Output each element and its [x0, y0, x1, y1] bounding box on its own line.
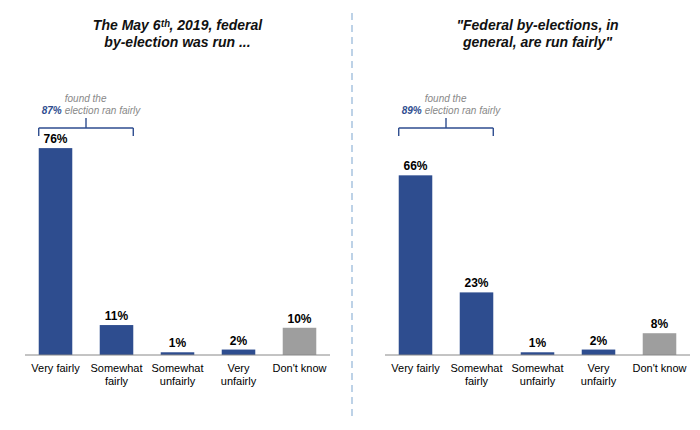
- panel: "Federal by-elections, ingeneral, are ru…: [385, 17, 690, 387]
- bracket-tick: [85, 118, 86, 128]
- bar: [582, 350, 616, 355]
- text-line: found the: [425, 93, 467, 104]
- value-label: 66%: [403, 159, 427, 173]
- text-line: Don't know: [632, 362, 686, 374]
- bar: [460, 292, 494, 355]
- x-axis: [385, 355, 690, 356]
- text-line: general, are run fairly": [462, 34, 612, 50]
- value-label: 2%: [590, 334, 608, 348]
- annotation: 87%: [42, 105, 62, 116]
- bars: [39, 148, 317, 355]
- text-line: Very fairly: [31, 362, 80, 374]
- text-line: Somewhat: [152, 362, 204, 374]
- value-label: 10%: [287, 312, 311, 326]
- bracket-arm: [398, 128, 399, 136]
- text-line: Somewhat: [512, 362, 564, 374]
- text-line: Very fairly: [391, 362, 440, 374]
- title: The May 6ᵗʰ, 2019, federalby-election wa…: [93, 17, 263, 50]
- value-label: 76%: [43, 132, 67, 146]
- text-line: Somewhat: [91, 362, 143, 374]
- x-tick-label: Very fairly: [31, 362, 80, 374]
- background: [0, 0, 700, 430]
- value-label: 1%: [169, 336, 187, 350]
- bars: [399, 175, 677, 355]
- annotation: found theelection ran fairly: [65, 93, 142, 116]
- panel: The May 6ᵗʰ, 2019, federalby-election wa…: [25, 17, 330, 387]
- text-line: unfairly: [160, 375, 196, 387]
- bar: [222, 350, 256, 355]
- x-tick-label: Somewhatfairly: [451, 362, 503, 387]
- divider: [351, 13, 353, 417]
- text-line: fairly: [465, 375, 489, 387]
- bar: [643, 333, 677, 355]
- value-label: 2%: [230, 334, 248, 348]
- bracket: [399, 118, 494, 136]
- bracket-arm: [38, 128, 39, 136]
- text-line: The May 6ᵗʰ, 2019, federal: [93, 17, 263, 33]
- chart-root: The May 6ᵗʰ, 2019, federalby-election wa…: [0, 0, 700, 430]
- x-tick-label: Don't know: [272, 362, 326, 374]
- text-line: election ran fairly: [65, 105, 142, 116]
- x-tick-label: Veryunfairly: [581, 362, 617, 387]
- x-axis: [25, 355, 330, 356]
- bar: [283, 328, 317, 355]
- text-line: Very: [587, 362, 610, 374]
- text-line: Don't know: [272, 362, 326, 374]
- x-tick-label: Veryunfairly: [221, 362, 257, 387]
- text-line: by-election was run ...: [104, 34, 250, 50]
- text-line: fairly: [105, 375, 129, 387]
- bar: [399, 175, 433, 355]
- x-tick-label: Don't know: [632, 362, 686, 374]
- bracket: [39, 118, 134, 136]
- text-line: Somewhat: [451, 362, 503, 374]
- annotation: found theelection ran fairly: [425, 93, 502, 116]
- bar: [100, 325, 134, 355]
- value-label: 1%: [529, 336, 547, 350]
- text-line: "Federal by-elections, in: [456, 17, 618, 33]
- text-line: unfairly: [221, 375, 257, 387]
- text-line: unfairly: [520, 375, 556, 387]
- text-line: found the: [65, 93, 107, 104]
- annotation: 89%: [402, 105, 422, 116]
- x-tick-label: Somewhatfairly: [91, 362, 143, 387]
- bar: [39, 148, 73, 355]
- text-line: unfairly: [581, 375, 617, 387]
- bracket-arm: [493, 128, 494, 136]
- title: "Federal by-elections, ingeneral, are ru…: [456, 17, 618, 50]
- value-label: 8%: [651, 317, 669, 331]
- x-tick-label: Somewhatunfairly: [512, 362, 564, 387]
- x-tick-label: Very fairly: [391, 362, 440, 374]
- x-tick-label: Somewhatunfairly: [152, 362, 204, 387]
- chart-svg: The May 6ᵗʰ, 2019, federalby-election wa…: [0, 0, 700, 430]
- bracket-tick: [445, 118, 446, 128]
- value-label: 23%: [464, 276, 488, 290]
- text-line: Very: [227, 362, 250, 374]
- bracket-arm: [133, 128, 134, 136]
- text-line: election ran fairly: [425, 105, 502, 116]
- value-label: 11%: [105, 309, 129, 323]
